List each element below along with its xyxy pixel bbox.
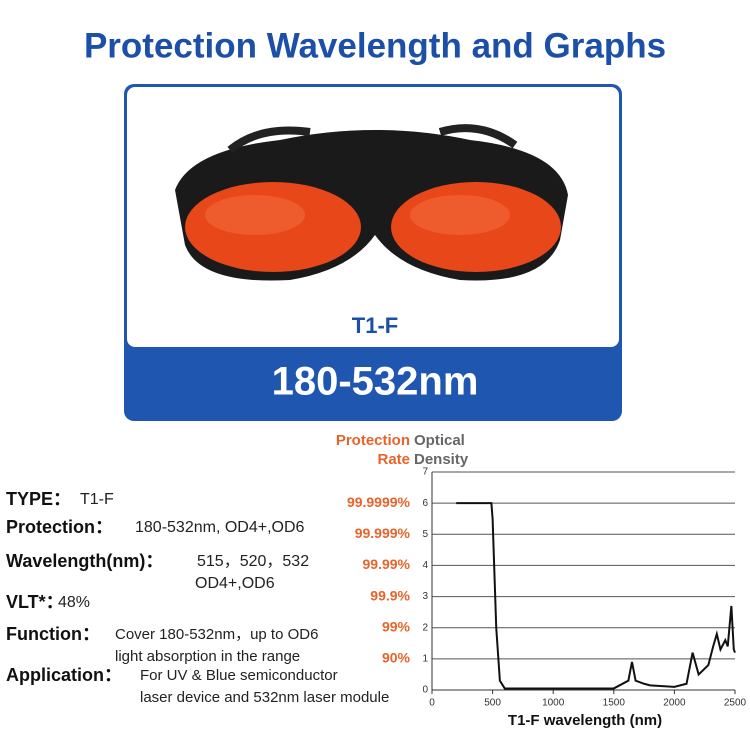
spec-label: VLT*： [6, 592, 64, 612]
x-tick-label: 2500 [724, 698, 747, 709]
title: Protection Wavelength and Graphs [84, 26, 666, 65]
y-tick-label: 5 [422, 529, 428, 540]
rate-label: 99.9% [370, 587, 410, 603]
spec-value: For UV & Blue semiconductor [140, 667, 338, 684]
rate-label: 99% [382, 618, 411, 634]
specs: TYPE： T1-F Protection： 180-532nm, OD4+,OD6 W… [6, 489, 389, 706]
x-tick-label: 2000 [663, 698, 686, 709]
x-tick-label: 1000 [542, 698, 565, 709]
spec-value: 180-532nm, OD4+,OD6 [135, 519, 305, 536]
model-label: T1-F [352, 313, 398, 338]
spec-value: laser device and 532nm laser module [140, 689, 389, 706]
spec-label: TYPE： [6, 489, 71, 509]
od-curve [456, 502, 736, 690]
spec-label: Protection： [6, 517, 113, 537]
y-tick-label: 7 [422, 467, 428, 478]
glasses-image [175, 124, 568, 281]
range-label: 180-532nm [272, 360, 479, 404]
rate-label: 99.9999% [347, 494, 411, 510]
rate-label: 90% [382, 650, 411, 666]
spec-label: Function： [6, 624, 100, 644]
spec-value: light absorption in the range [115, 648, 300, 665]
y-tick-label: 1 [422, 653, 428, 664]
x-axis-title: T1-F wavelength (nm) [508, 712, 662, 729]
y-tick-label: 0 [422, 685, 428, 696]
rate-label: 99.999% [355, 525, 411, 541]
y-axis-title: Optical [414, 432, 465, 449]
spec-value: OD4+,OD6 [195, 575, 275, 592]
rate-label: 99.99% [363, 556, 411, 572]
spec-value: T1-F [80, 491, 114, 508]
spec-label: Application： [6, 665, 122, 685]
x-tick-label: 1500 [603, 698, 626, 709]
rate-title: Protection [336, 432, 410, 449]
x-tick-label: 500 [484, 698, 501, 709]
spec-value: 48% [58, 594, 90, 611]
y-axis-title: Density [414, 451, 469, 468]
y-tick-label: 4 [422, 560, 428, 571]
spec-value: Cover 180-532nm，up to OD6 [115, 626, 318, 643]
y-tick-label: 6 [422, 498, 428, 509]
y-tick-label: 2 [422, 622, 428, 633]
spec-label: Wavelength(nm)： [6, 551, 163, 571]
spec-value: 515，520，532 [197, 553, 309, 570]
chart: 0 1 2 3 4 5 6 7 90% 99% 99.9% 99.99% 99.999% 99.9999%… [336, 432, 747, 729]
y-tick-label: 3 [422, 591, 428, 602]
rate-title: Rate [377, 451, 410, 468]
x-tick-label: 0 [429, 698, 435, 709]
